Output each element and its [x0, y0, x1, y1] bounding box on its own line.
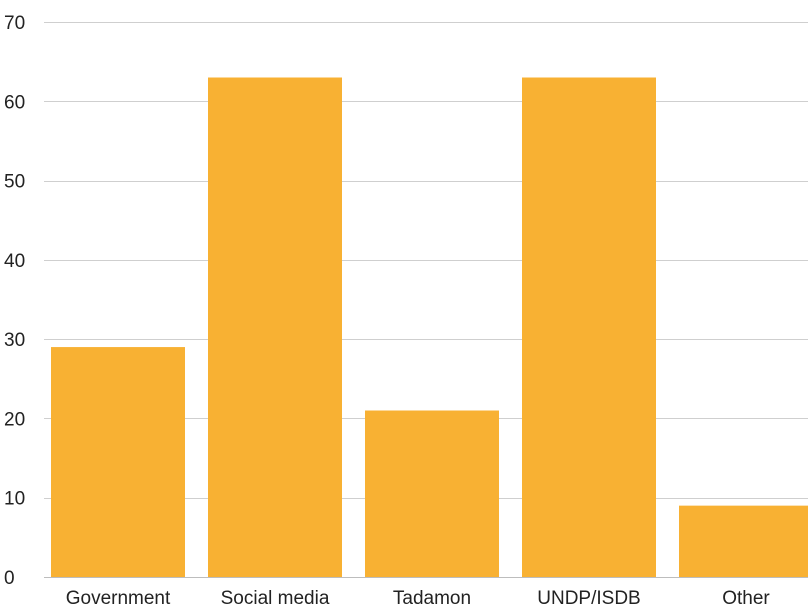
x-tick-label-tadamon: Tadamon — [393, 588, 471, 608]
x-tick-label-other: Other — [722, 588, 770, 608]
bar-undp-isdb — [522, 77, 656, 577]
x-tick-label-government: Government — [66, 588, 171, 608]
bar-social-media — [208, 77, 342, 577]
bar-tadamon — [365, 410, 499, 577]
y-tick-label-70: 70 — [4, 13, 25, 34]
y-tick-label-50: 50 — [4, 172, 25, 193]
y-tick-label-10: 10 — [4, 489, 25, 510]
bar-government — [51, 347, 185, 577]
y-tick-label-20: 20 — [4, 409, 25, 430]
bar-other — [679, 505, 808, 577]
x-axis-labels: Government Social media Tadamon UNDP/ISDB Ot… — [66, 588, 771, 608]
y-tick-label-0: 0 — [4, 568, 15, 589]
y-axis-ticks: 0 10 20 30 40 50 60 70 — [4, 13, 25, 589]
x-tick-label-undp-isdb: UNDP/ISDB — [537, 588, 640, 608]
y-tick-label-60: 60 — [4, 92, 25, 113]
bars — [51, 77, 808, 577]
x-tick-label-social-media: Social media — [221, 588, 330, 608]
y-tick-label-40: 40 — [4, 251, 25, 272]
y-tick-label-30: 30 — [4, 330, 25, 351]
